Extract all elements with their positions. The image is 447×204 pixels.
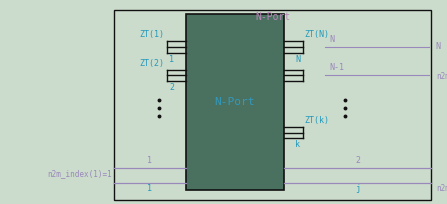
- Text: ZT(N): ZT(N): [305, 30, 330, 39]
- Text: 2: 2: [169, 83, 174, 92]
- Text: n2m_index(N)=N-1: n2m_index(N)=N-1: [436, 71, 447, 80]
- Text: 1: 1: [147, 156, 152, 165]
- Text: N-Port: N-Port: [215, 97, 255, 107]
- Text: k: k: [295, 140, 300, 149]
- Text: 2: 2: [355, 156, 360, 165]
- Text: n2m_index(2)=j: n2m_index(2)=j: [436, 184, 447, 193]
- Text: ZT(2): ZT(2): [139, 59, 164, 68]
- Text: N-1: N-1: [329, 63, 345, 72]
- Text: N: N: [329, 35, 334, 44]
- Bar: [186, 14, 284, 190]
- Text: n2m_index(1)=1: n2m_index(1)=1: [47, 169, 112, 178]
- Text: ZT(k): ZT(k): [305, 116, 330, 125]
- Text: N-Port: N-Port: [255, 12, 290, 22]
- Text: ZT(1): ZT(1): [139, 30, 164, 39]
- Bar: [114, 10, 431, 200]
- Text: j: j: [355, 184, 360, 193]
- Text: N: N: [436, 42, 441, 51]
- Text: 1: 1: [147, 184, 152, 193]
- Text: 1: 1: [169, 55, 174, 64]
- Text: N: N: [295, 55, 300, 64]
